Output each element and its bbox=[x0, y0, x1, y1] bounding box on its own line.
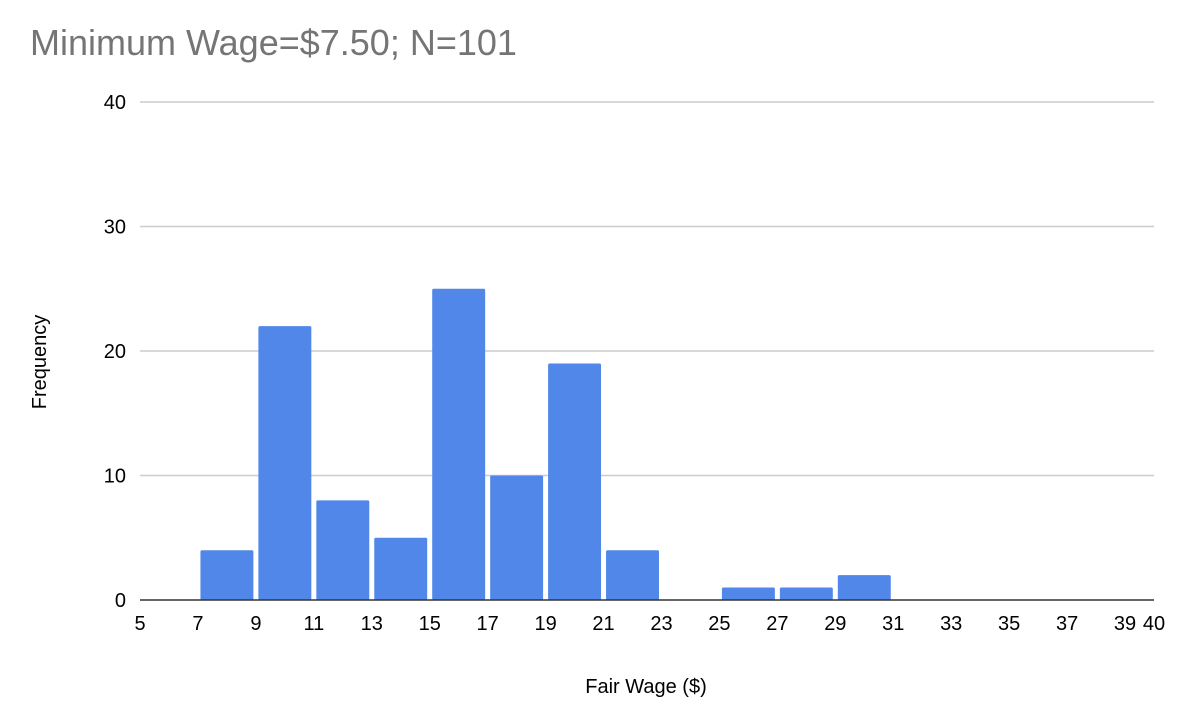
y-tick-label: 0 bbox=[115, 590, 126, 612]
x-tick-label: 40 bbox=[1143, 613, 1165, 635]
y-tick-label: 40 bbox=[104, 92, 126, 114]
bar-7-9 bbox=[200, 550, 254, 600]
y-tick-label: 20 bbox=[104, 341, 126, 363]
bar-17-19 bbox=[490, 475, 544, 600]
bar-27-29 bbox=[779, 587, 833, 600]
x-tick-label: 25 bbox=[708, 613, 730, 635]
chart-title: Minimum Wage=$7.50; N=101 bbox=[30, 22, 517, 63]
bars bbox=[200, 288, 891, 600]
x-tick-label: 19 bbox=[534, 613, 556, 635]
bar-19-21 bbox=[548, 363, 602, 600]
bar-9-11 bbox=[258, 326, 312, 600]
y-tick-label: 30 bbox=[104, 217, 126, 239]
x-tick-label: 7 bbox=[192, 613, 203, 635]
x-tick-label: 37 bbox=[1056, 613, 1078, 635]
x-tick-label: 11 bbox=[303, 613, 324, 635]
y-tick-label: 10 bbox=[104, 466, 126, 488]
bar-29-31 bbox=[837, 575, 891, 600]
x-tick-label: 9 bbox=[250, 613, 261, 635]
x-tick-label: 23 bbox=[650, 613, 672, 635]
x-tick-label: 13 bbox=[361, 613, 383, 635]
x-tick-label: 35 bbox=[998, 613, 1020, 635]
y-axis-title: Frequency bbox=[29, 315, 51, 410]
bar-13-15 bbox=[374, 537, 428, 600]
x-tick-label: 15 bbox=[419, 613, 441, 635]
x-tick-label: 33 bbox=[940, 613, 962, 635]
x-tick-label: 27 bbox=[766, 613, 788, 635]
x-tick-label: 31 bbox=[882, 613, 904, 635]
tick-labels: 0 10 20 30 40 5 7 9 11 13 15 17 19 21 23 25 27 29 31 33 35 37… bbox=[104, 92, 1165, 635]
x-tick-label: 5 bbox=[134, 613, 145, 635]
bar-25-27 bbox=[721, 587, 775, 600]
x-tick-label: 21 bbox=[592, 613, 614, 635]
x-tick-label: 17 bbox=[477, 613, 499, 635]
x-axis-title: Fair Wage ($) bbox=[585, 676, 707, 698]
bar-11-13 bbox=[316, 500, 370, 600]
x-tick-label: 39 bbox=[1114, 613, 1136, 635]
bar-21-23 bbox=[606, 550, 659, 600]
x-tick-label: 29 bbox=[824, 613, 846, 635]
bar-15-17 bbox=[432, 288, 486, 600]
